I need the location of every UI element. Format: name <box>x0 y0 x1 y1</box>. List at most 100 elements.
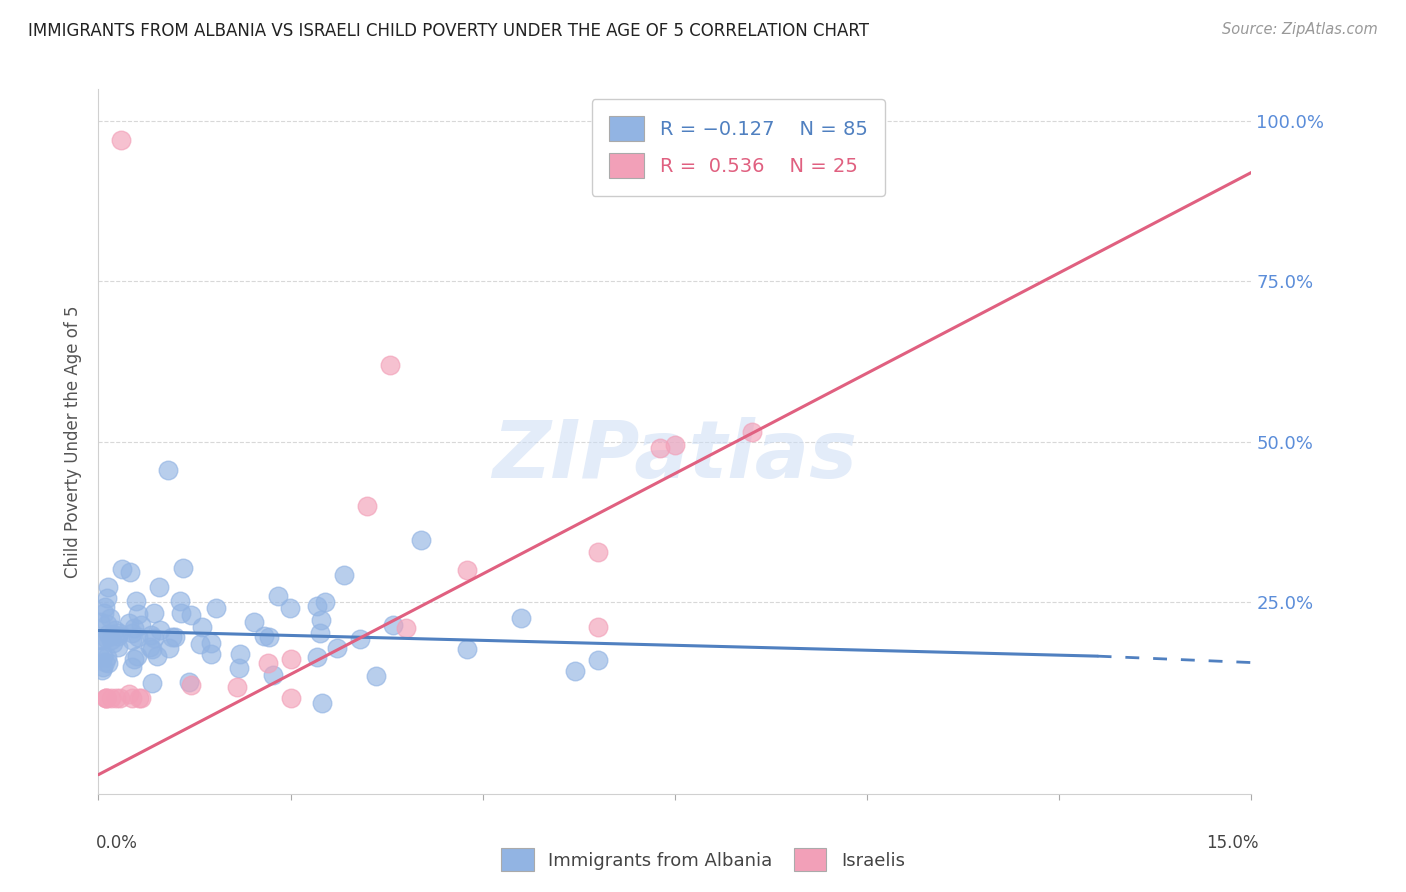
Point <box>143 631 166 645</box>
Point <box>382 618 405 632</box>
Point <box>311 613 333 627</box>
Point <box>96 649 118 664</box>
Point <box>510 611 533 625</box>
Point <box>89 615 111 630</box>
Point <box>190 620 212 634</box>
Point <box>94 690 117 705</box>
Point <box>305 599 328 613</box>
Y-axis label: Child Poverty Under the Age of 5: Child Poverty Under the Age of 5 <box>65 305 83 578</box>
Point <box>100 633 122 648</box>
Point <box>143 607 166 621</box>
Point <box>121 632 143 647</box>
Point <box>121 659 143 673</box>
Point <box>103 636 125 650</box>
Point <box>111 562 134 576</box>
Point <box>311 696 333 710</box>
Point <box>200 636 222 650</box>
Point <box>103 627 125 641</box>
Point <box>118 688 141 702</box>
Point <box>253 629 276 643</box>
Point <box>190 637 212 651</box>
Point <box>149 623 172 637</box>
Point <box>127 607 149 621</box>
Point <box>356 499 378 513</box>
Point <box>107 629 129 643</box>
Point <box>120 565 142 579</box>
Point <box>90 633 112 648</box>
Point <box>118 615 141 630</box>
Point <box>169 593 191 607</box>
Point <box>91 663 114 677</box>
Point <box>648 441 671 455</box>
Point <box>94 600 117 615</box>
Point <box>122 621 145 635</box>
Point <box>89 650 111 665</box>
Point <box>162 630 184 644</box>
Point <box>266 590 288 604</box>
Point <box>172 561 194 575</box>
Point <box>177 674 200 689</box>
Point <box>107 625 129 640</box>
Point <box>380 358 402 372</box>
Point <box>326 640 349 655</box>
Point <box>125 594 148 608</box>
Point <box>257 631 280 645</box>
Point <box>127 649 149 664</box>
Point <box>121 690 143 705</box>
Point <box>91 649 114 664</box>
Point <box>141 676 163 690</box>
Point <box>180 608 202 623</box>
Text: IMMIGRANTS FROM ALBANIA VS ISRAELI CHILD POVERTY UNDER THE AGE OF 5 CORRELATION : IMMIGRANTS FROM ALBANIA VS ISRAELI CHILD… <box>28 22 869 40</box>
Point <box>129 618 152 632</box>
Point <box>90 632 112 646</box>
Point <box>96 631 118 645</box>
Point <box>159 641 181 656</box>
Point <box>262 668 284 682</box>
Point <box>139 640 162 655</box>
Point <box>163 630 186 644</box>
Point <box>309 626 332 640</box>
Point <box>139 628 162 642</box>
Point <box>110 133 132 147</box>
Point <box>456 641 478 656</box>
Point <box>314 595 336 609</box>
Point <box>586 545 609 559</box>
Point <box>96 616 118 631</box>
Point <box>93 660 115 674</box>
Point <box>205 600 228 615</box>
Legend: Immigrants from Albania, Israelis: Immigrants from Albania, Israelis <box>494 841 912 879</box>
Point <box>148 581 170 595</box>
Point <box>229 647 252 661</box>
Point <box>146 649 169 664</box>
Point <box>97 657 120 671</box>
Point <box>280 652 302 666</box>
Point <box>127 630 149 644</box>
Point <box>456 563 478 577</box>
Point <box>100 690 122 705</box>
Point <box>97 627 120 641</box>
Point <box>225 680 247 694</box>
Point <box>96 591 118 606</box>
Legend: R = −0.127    N = 85, R =  0.536    N = 25: R = −0.127 N = 85, R = 0.536 N = 25 <box>592 99 884 195</box>
Point <box>586 620 609 634</box>
Point <box>104 690 127 705</box>
Point <box>349 632 371 646</box>
Point <box>94 690 117 705</box>
Point <box>94 655 117 669</box>
Point <box>141 641 163 656</box>
Point <box>664 438 686 452</box>
Point <box>93 606 115 620</box>
Point <box>97 580 120 594</box>
Point <box>124 651 146 665</box>
Point <box>741 425 763 440</box>
Point <box>180 678 202 692</box>
Point <box>278 601 301 615</box>
Point <box>364 669 387 683</box>
Point <box>104 624 127 638</box>
Text: 15.0%: 15.0% <box>1206 834 1258 852</box>
Point <box>121 626 143 640</box>
Point <box>107 640 129 654</box>
Point <box>333 568 356 582</box>
Point <box>411 533 433 547</box>
Point <box>395 621 418 635</box>
